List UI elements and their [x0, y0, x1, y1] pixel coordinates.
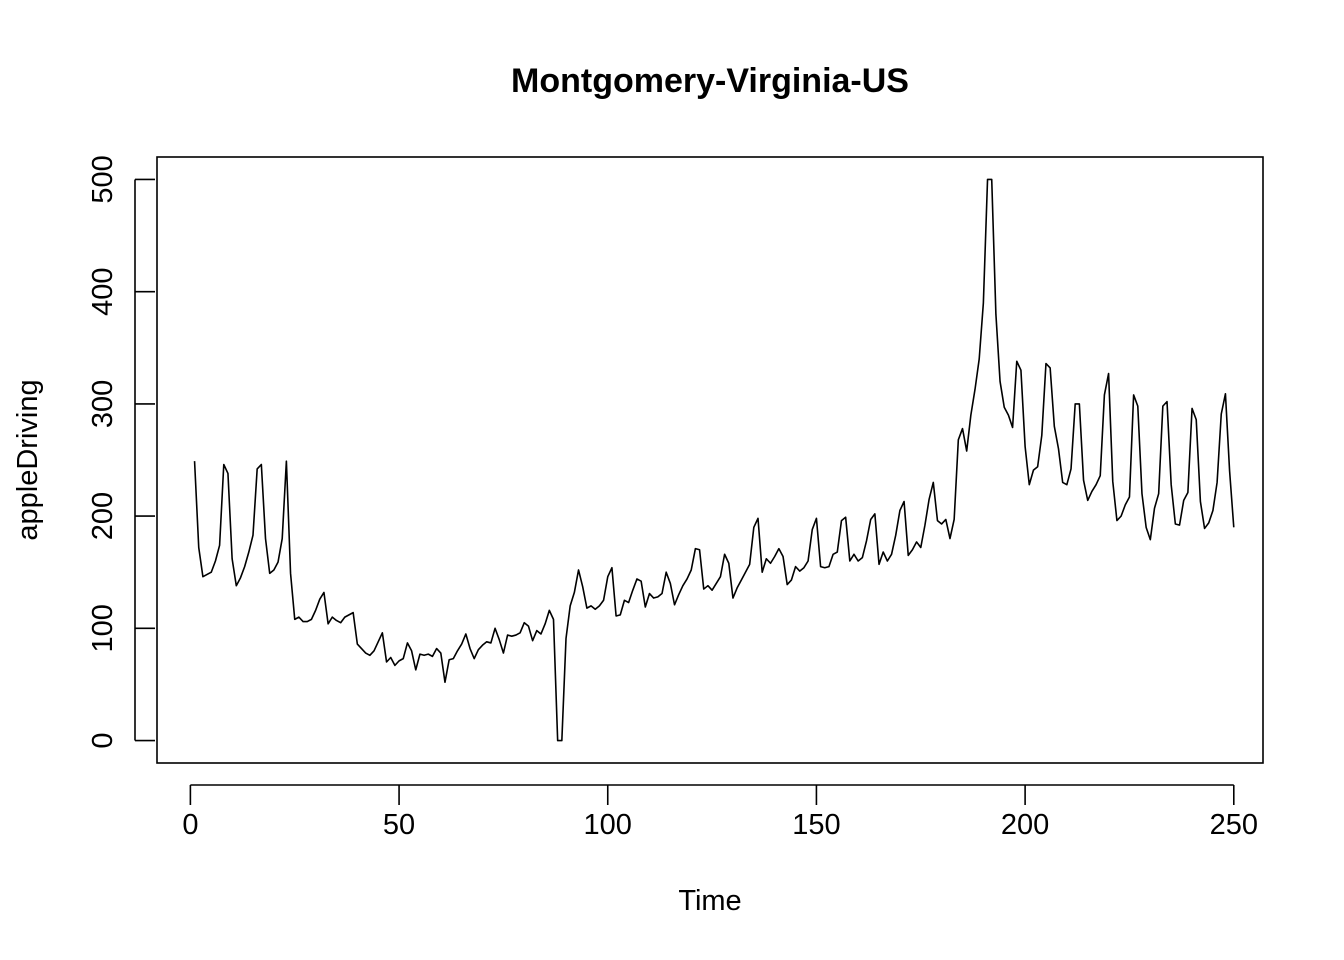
- x-axis: 0 50 100 150 200 250: [182, 784, 1258, 841]
- y-tick-label: 0: [87, 732, 119, 748]
- plot-frame: [156, 156, 1264, 764]
- y-tick-label: 300: [87, 380, 119, 428]
- x-tick-label: 50: [383, 809, 415, 841]
- y-tick-label: 200: [87, 492, 119, 540]
- y-axis: 0 100 200 300 400 500: [87, 155, 155, 749]
- y-axis-label: appleDriving: [12, 379, 44, 540]
- x-tick-label: 250: [1210, 809, 1258, 841]
- y-tick-label: 400: [87, 267, 119, 315]
- x-tick-label: 100: [584, 809, 632, 841]
- y-tick-label: 100: [87, 604, 119, 652]
- x-tick-label: 200: [1001, 809, 1049, 841]
- x-tick-label: 150: [792, 809, 840, 841]
- series-line: [193, 178, 1235, 742]
- chart-title: Montgomery-Virginia-US: [511, 62, 909, 100]
- x-axis-label: Time: [678, 885, 741, 917]
- x-tick-label: 0: [182, 809, 198, 841]
- y-tick-label: 500: [87, 155, 119, 203]
